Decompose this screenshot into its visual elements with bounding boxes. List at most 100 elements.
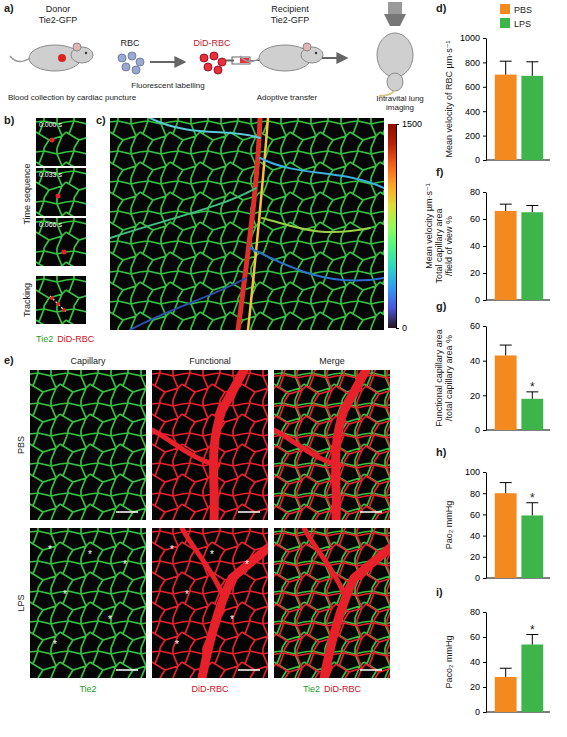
vessel: [262, 218, 370, 232]
image-marker: *: [230, 614, 234, 625]
axis-title: Functional capillary area/total capillar…: [434, 329, 454, 427]
vessel: [260, 158, 384, 188]
vessel: [336, 370, 367, 520]
figure-canvas: a)DonorTie2-GFPBlood collection by cardi…: [0, 0, 567, 737]
axis-line: [396, 125, 397, 329]
error-bar-cap: [500, 204, 512, 205]
bar: [521, 76, 543, 160]
tick-label: 60: [470, 632, 480, 642]
tick-label: 100: [465, 467, 480, 477]
label: DiD-RBC: [194, 38, 231, 48]
scale-bar: [360, 511, 382, 513]
capillary-mesh: [36, 168, 86, 216]
legend-label: PBS: [514, 5, 532, 15]
tick-mark: [483, 662, 486, 663]
vessel: [238, 118, 260, 330]
micrograph: [110, 118, 384, 330]
tick: 0: [475, 425, 486, 435]
tick-label: 80: [470, 607, 480, 617]
tick-label: 600: [465, 82, 480, 92]
label: Fluorescent labelling: [131, 81, 204, 90]
rbc-icon: [122, 63, 130, 71]
bar: [495, 493, 517, 578]
error-bar-stem: [505, 61, 506, 74]
tick-label: 1500: [402, 119, 422, 129]
bar: [521, 645, 543, 713]
scale-bar: [238, 511, 260, 513]
tick-label: 0: [475, 573, 480, 583]
bar-chart: d)02004006008001000Mean velocity of RBC …: [436, 2, 550, 165]
micrograph: 0.066 s: [36, 218, 86, 266]
tick-label: 40: [470, 241, 480, 251]
syringe-plunger: [226, 60, 234, 62]
tick-mark: [483, 246, 486, 247]
colorbar: [388, 124, 396, 328]
error-bar-cap: [526, 205, 538, 206]
micrograph: 0.000 s: [36, 118, 86, 166]
tick: 60: [470, 632, 486, 642]
error-bar: [526, 62, 538, 76]
tick: 600: [465, 82, 486, 92]
bar-chart: h)020406080100Pao₂ mmHg*: [436, 446, 550, 583]
mouse-ear: [303, 43, 311, 51]
capillary-mesh: [274, 370, 390, 520]
vessel: [274, 430, 340, 465]
tick-label: 0: [475, 707, 480, 717]
tick-mark: [483, 136, 486, 137]
tick: 40: [470, 657, 486, 667]
panel-letter: d): [436, 2, 447, 14]
column-head: Merge: [319, 356, 345, 366]
tick: 400: [465, 107, 486, 117]
tick: 0: [475, 155, 486, 165]
tick-label: 400: [465, 107, 480, 117]
tick: 40: [470, 356, 486, 366]
track-line: [50, 296, 66, 312]
label: Tie2-GFP: [271, 15, 310, 25]
micrograph: [30, 370, 146, 520]
axis-title: Pao₂ mmHg: [444, 501, 454, 550]
capillary-mesh: [274, 528, 390, 678]
axis-line: [486, 613, 487, 713]
plot-marks: [495, 345, 543, 430]
bar: [521, 515, 543, 578]
panel-letter: c): [96, 114, 106, 126]
time-stamp: 0.066 s: [39, 221, 62, 228]
track-point: [50, 296, 54, 300]
track-point: [62, 308, 66, 312]
puncture-site: [58, 54, 66, 62]
axis-line: [486, 39, 487, 161]
rbc-icon: [118, 54, 126, 62]
scale-bar: [360, 669, 382, 671]
image-marker: *: [123, 559, 127, 570]
microscope-body: [388, 2, 402, 14]
tick: 800: [465, 58, 486, 68]
tick: 60: [470, 321, 486, 331]
tick-label: 80: [470, 187, 480, 197]
micrograph-ground: [36, 276, 86, 324]
channel-label: Tie2: [36, 334, 53, 344]
channel-label: DiD-RBC: [57, 334, 94, 344]
arrow: [150, 61, 184, 63]
error-bar-cap: [500, 482, 512, 483]
tick-label: 0: [475, 425, 480, 435]
error-bar-stem: [532, 62, 533, 76]
tick: 20: [470, 552, 486, 562]
image-marker: *: [245, 559, 249, 570]
text-line: Intravital lung: [376, 94, 424, 103]
panel-letter: i): [436, 586, 443, 598]
axis-title-line: Paco₂ mmHg: [444, 635, 454, 688]
capillary-mesh: [36, 118, 86, 166]
tick: 80: [470, 187, 486, 197]
tick-mark: [396, 124, 399, 125]
bar: [495, 75, 517, 160]
plot-marks: [495, 61, 543, 160]
capillary-mesh: [110, 118, 384, 330]
arrow: [322, 57, 346, 59]
tick-label: 40: [470, 657, 480, 667]
image-marker: *: [170, 544, 174, 555]
tick-mark: [483, 514, 486, 515]
image-marker: *: [108, 614, 112, 625]
mouse-icon: [240, 43, 323, 71]
micrograph: [36, 276, 86, 324]
bar: [521, 399, 543, 430]
